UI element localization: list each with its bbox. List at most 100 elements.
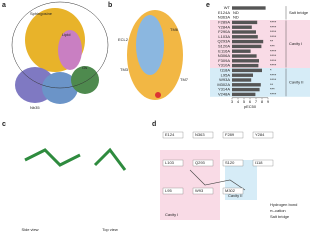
residue: M302 xyxy=(225,188,236,193)
bar xyxy=(232,63,259,68)
legend-entry: Hydrogen bond xyxy=(270,202,297,207)
figure: a b c d Sphingosine Lipid Gs Nb35 ECL2 TM3 TM6 TM7 S… xyxy=(2,1,310,232)
annotation: TM7 xyxy=(180,77,189,82)
significance: ** xyxy=(270,82,274,87)
category-label: L103A xyxy=(218,34,230,39)
category-label: V248A xyxy=(218,91,230,96)
x-tick-label: 9 xyxy=(267,99,270,104)
category-label: E124A xyxy=(218,10,230,15)
residue-box xyxy=(192,131,214,139)
category-label: N306A xyxy=(218,53,231,58)
panel-label: b xyxy=(108,2,112,9)
bar xyxy=(232,68,262,73)
annotation: TM6 xyxy=(170,27,179,32)
significance: ** xyxy=(270,39,274,44)
panel-label: e xyxy=(206,2,210,9)
category-label: W93A xyxy=(219,77,230,82)
residue-box xyxy=(192,159,214,167)
category-label: Y314A xyxy=(218,87,230,92)
x-tick-label: 4 xyxy=(237,99,240,104)
significance: *** xyxy=(270,43,275,48)
bar xyxy=(232,35,258,39)
significance: **** xyxy=(270,63,277,68)
residue-box xyxy=(162,187,184,195)
category-label: L95A xyxy=(221,72,231,77)
bar xyxy=(232,54,257,58)
residue: W93 xyxy=(195,188,204,193)
annotation: Lipid xyxy=(62,32,70,37)
significance: **** xyxy=(270,48,277,53)
x-axis-title: pEC50 xyxy=(244,104,257,109)
residue-box xyxy=(192,187,214,195)
significance: **** xyxy=(270,91,277,96)
annotation: Nb35 xyxy=(30,105,40,110)
panel-label: d xyxy=(152,121,156,128)
view-label: Top view xyxy=(102,227,118,232)
legend-entry: π–cation xyxy=(270,208,286,213)
significance: **** xyxy=(270,34,277,39)
residue: L95 xyxy=(165,188,172,193)
bar xyxy=(232,49,251,53)
group-band xyxy=(210,68,310,97)
bar xyxy=(232,6,266,10)
x-tick-label: 6 xyxy=(249,99,252,104)
residue: Y284 xyxy=(255,132,265,137)
pocket-c xyxy=(24,147,127,171)
category-label: S120A xyxy=(218,43,230,48)
residue: E124 xyxy=(165,132,175,137)
residue-box xyxy=(222,159,244,167)
residue-box xyxy=(252,131,274,139)
category-label: M302A xyxy=(217,82,230,87)
significance: * xyxy=(270,67,272,72)
residue: Q293 xyxy=(195,160,206,165)
value-label: ND xyxy=(233,10,239,15)
category-label: Y284A xyxy=(218,24,230,29)
view-label: Side view xyxy=(21,227,38,232)
x-tick-label: 7 xyxy=(255,99,258,104)
panel-label: a xyxy=(2,2,6,9)
x-tick-label: 3 xyxy=(231,99,234,104)
significance: **** xyxy=(270,72,277,77)
significance: **** xyxy=(270,77,277,82)
bar xyxy=(232,83,261,87)
group-label: Cavity I xyxy=(289,41,302,46)
significance: **** xyxy=(270,58,277,63)
protein-b xyxy=(127,10,183,100)
residue: S120 xyxy=(225,160,235,165)
significance: **** xyxy=(270,29,277,34)
residue-box xyxy=(252,159,274,167)
significance: **** xyxy=(270,24,277,29)
bar xyxy=(232,92,256,97)
bar xyxy=(232,25,252,29)
bar xyxy=(232,20,258,25)
residue: F289 xyxy=(225,132,235,137)
panel-label: c xyxy=(2,121,6,128)
annotation: ECL2 xyxy=(118,37,129,42)
category-label: F309A xyxy=(218,58,230,63)
group-label: Cavity II xyxy=(289,79,303,84)
protein-a xyxy=(11,1,109,104)
annotation: Sphingosine xyxy=(30,11,53,16)
bar xyxy=(232,39,264,44)
significance: **** xyxy=(270,19,277,24)
category-label: N363A xyxy=(218,15,231,20)
bar xyxy=(232,30,256,34)
residue-box xyxy=(222,131,244,139)
x-tick-label: 8 xyxy=(261,99,264,104)
significance: **** xyxy=(270,53,277,58)
annotation: TM3 xyxy=(120,67,129,72)
bar xyxy=(232,44,262,49)
category-label: Q293A xyxy=(218,39,231,44)
legend-entry: Salt bridge xyxy=(270,214,290,219)
category-label: F289A xyxy=(218,19,230,24)
bar xyxy=(232,73,253,77)
cavity-label: Cavity II xyxy=(228,193,242,198)
annotation: Gs xyxy=(82,65,87,70)
category-label: I118A xyxy=(220,67,230,72)
residue: N363 xyxy=(195,132,205,137)
residue: I118 xyxy=(255,160,263,165)
value-label: ND xyxy=(233,15,239,20)
residue-box xyxy=(222,187,244,195)
bar xyxy=(232,59,259,63)
bar xyxy=(232,87,260,92)
